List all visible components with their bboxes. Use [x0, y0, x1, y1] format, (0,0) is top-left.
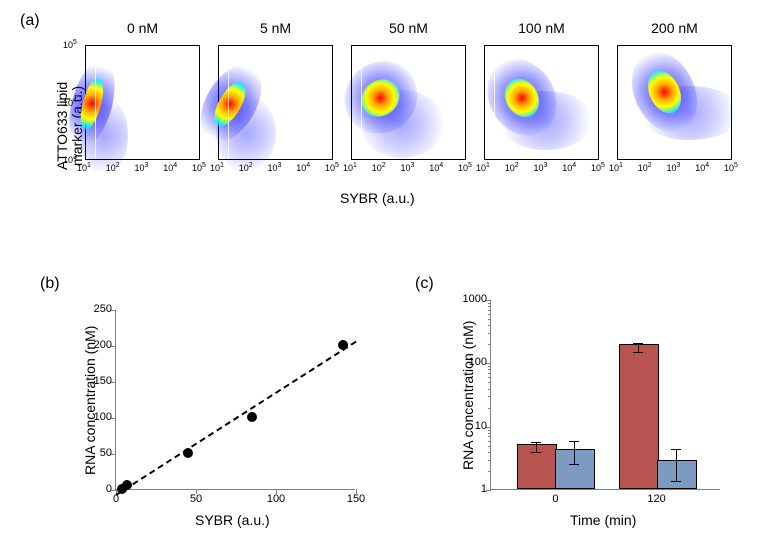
tick-x: 105: [724, 162, 738, 173]
scatter-point: [338, 340, 348, 350]
tick-x: 100: [267, 493, 285, 505]
tick-x: 104: [163, 162, 177, 173]
tick-x: 102: [372, 162, 386, 173]
tick-x: 105: [192, 162, 206, 173]
bar: [555, 449, 595, 489]
scatter-point: [122, 480, 132, 490]
panel-a-density-row: [85, 45, 732, 160]
tick-x: 105: [458, 162, 472, 173]
scatter-point: [247, 412, 257, 422]
bar: [657, 460, 697, 489]
density-plot: [218, 45, 333, 160]
panel-a-col-title: 200 nM: [650, 20, 700, 36]
panel-a-col-title: 100 nM: [517, 20, 567, 36]
tick-x: 103: [401, 162, 415, 173]
panel-label-a: (a): [20, 12, 40, 30]
tick-x: 150: [347, 493, 365, 505]
panel-c-ylabel: RNA concentration (nM): [460, 321, 476, 470]
bar: [517, 444, 557, 489]
tick-x: 101: [343, 162, 357, 173]
panel-b-chart: 050100150200250050100150: [115, 310, 355, 490]
panel-label-b: (b): [40, 275, 60, 293]
tick-x: 103: [667, 162, 681, 173]
tick-y: 200: [94, 339, 112, 351]
tick-y: 105: [63, 39, 77, 50]
tick-x: 101: [210, 162, 224, 173]
panel-b-xlabel: SYBR (a.u.): [195, 512, 270, 528]
tick-x: 105: [591, 162, 605, 173]
tick-y: 250: [94, 303, 112, 315]
panel-a-col-title: 50 nM: [384, 20, 434, 36]
tick-x: 104: [296, 162, 310, 173]
density-plot: [617, 45, 732, 160]
tick-x: 50: [190, 493, 202, 505]
tick-x: 104: [429, 162, 443, 173]
tick-y: 150: [94, 375, 112, 387]
tick-y: 100: [469, 356, 487, 368]
tick-x: 101: [609, 162, 623, 173]
tick-x: 105: [325, 162, 339, 173]
tick-x: 102: [638, 162, 652, 173]
tick-y: 100: [94, 411, 112, 423]
scatter-point: [183, 448, 193, 458]
tick-x: 101: [476, 162, 490, 173]
tick-x: 103: [534, 162, 548, 173]
tick-x: 0: [552, 493, 558, 505]
tick-y: 50: [100, 447, 112, 459]
tick-x: 103: [135, 162, 149, 173]
panel-c-xlabel: Time (min): [570, 512, 636, 528]
tick-x: 102: [505, 162, 519, 173]
panel-label-c: (c): [415, 275, 434, 293]
tick-x: 102: [239, 162, 253, 173]
tick-x: 104: [562, 162, 576, 173]
density-plot: [351, 45, 466, 160]
tick-x: 103: [268, 162, 282, 173]
panel-a-col-title: 5 nM: [251, 20, 301, 36]
tick-y: 1000: [463, 293, 487, 305]
tick-x: 120: [647, 493, 665, 505]
bar: [619, 344, 659, 489]
tick-y: 1: [481, 483, 487, 495]
fit-line: [115, 340, 356, 495]
density-plot: [484, 45, 599, 160]
tick-y: 103: [63, 154, 77, 165]
panel-a-xlabel: SYBR (a.u.): [340, 190, 415, 206]
density-plot: [85, 45, 200, 160]
tick-x: 104: [695, 162, 709, 173]
tick-y: 0: [106, 483, 112, 495]
panel-c-chart: 11010010000120: [490, 300, 720, 490]
tick-x: 101: [77, 162, 91, 173]
tick-x: 102: [106, 162, 120, 173]
panel-a-col-title: 0 nM: [118, 20, 168, 36]
tick-y: 104: [63, 97, 77, 108]
